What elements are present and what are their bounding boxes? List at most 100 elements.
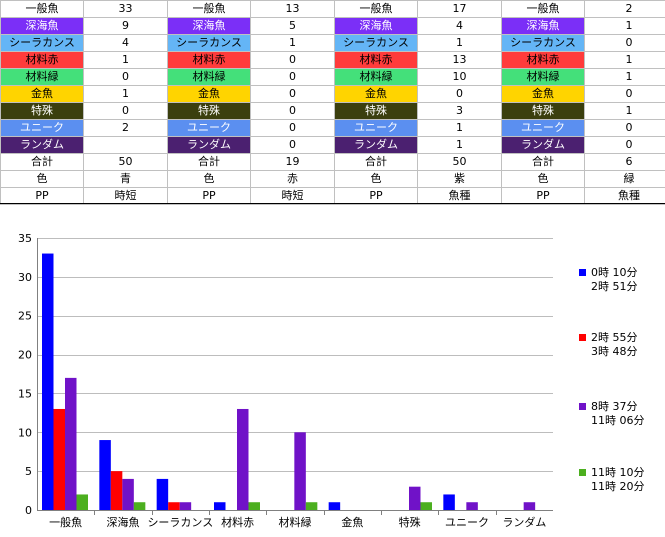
label-cell: 合計 [334, 153, 418, 171]
y-tick-label: 15 [18, 387, 32, 400]
label-cell: 特殊 [501, 102, 585, 120]
y-tick-label: 25 [18, 310, 32, 323]
value-cell [83, 136, 168, 154]
label-cell: シーラカンス [0, 34, 84, 52]
bar [179, 502, 192, 510]
value-cell: 0 [250, 102, 335, 120]
label-cell: 材料緑 [501, 68, 585, 86]
label-cell: ランダム [167, 136, 251, 154]
label-cell: ランダム [501, 136, 585, 154]
label-cell: 深海魚 [167, 17, 251, 35]
label-cell: 金魚 [334, 85, 418, 103]
table-row: シーラカンス 4 シーラカンス 1 シーラカンス 1 シーラカンス 0 [0, 34, 665, 52]
y-tick-label: 20 [18, 349, 32, 362]
value-cell: 1 [417, 34, 502, 52]
value-cell: 2 [83, 119, 168, 137]
bar [156, 478, 169, 510]
label-cell: 金魚 [167, 85, 251, 103]
y-tick-label: 35 [18, 232, 32, 245]
value-cell: 50 [417, 153, 502, 171]
x-tick-label: 特殊 [399, 515, 421, 529]
legend-label: 2時 51分 [591, 280, 638, 293]
bar [214, 502, 226, 510]
table-row: 一般魚 33 一般魚 13 一般魚 17 一般魚 2 [0, 0, 665, 18]
label-cell: 合計 [501, 153, 585, 171]
label-cell: 色 [167, 170, 251, 188]
value-cell: 0 [250, 51, 335, 69]
label-cell: 深海魚 [0, 17, 84, 35]
x-tick-label: ユニーク [445, 516, 489, 529]
label-cell: 金魚 [0, 85, 84, 103]
bar [133, 502, 146, 510]
table-row: 材料緑 0 材料緑 0 材料緑 10 材料緑 1 [0, 68, 665, 86]
label-cell: 特殊 [0, 102, 84, 120]
x-tick-label: 金魚 [341, 515, 363, 529]
value-cell: 1 [584, 68, 665, 86]
table-row: ランダム ランダム 0 ランダム 1 ランダム 0 [0, 136, 665, 154]
value-cell: 1 [250, 34, 335, 52]
label-cell: 合計 [167, 153, 251, 171]
label-cell: 材料緑 [167, 68, 251, 86]
bar [466, 502, 478, 510]
legend-label: 11時 06分 [591, 414, 645, 427]
label-cell: 色 [0, 170, 84, 188]
table-row: ユニーク 2 ユニーク 0 ユニーク 1 ユニーク 0 [0, 119, 665, 137]
legend-label: 3時 48分 [591, 345, 638, 358]
label-cell: 一般魚 [334, 0, 418, 18]
value-cell: 紫 [417, 170, 502, 188]
legend-swatch [579, 269, 586, 276]
value-cell: 赤 [250, 170, 335, 188]
bar [305, 502, 318, 510]
value-cell: 13 [417, 51, 502, 69]
bar [294, 432, 306, 510]
value-cell: 0 [584, 85, 665, 103]
label-cell: 材料赤 [334, 51, 418, 69]
y-tick-label: 5 [25, 465, 32, 478]
legend-swatch [579, 469, 586, 476]
value-cell: 1 [83, 85, 168, 103]
bar [248, 502, 260, 510]
label-cell: 材料赤 [0, 51, 84, 69]
label-cell: シーラカンス [501, 34, 585, 52]
value-cell: 1 [83, 51, 168, 69]
value-cell: 0 [584, 136, 665, 154]
x-tick-label: 材料緑 [279, 515, 312, 529]
label-cell: ユニーク [0, 119, 84, 137]
value-cell: 4 [83, 34, 168, 52]
value-cell: 5 [250, 17, 335, 35]
label-cell: 一般魚 [501, 0, 585, 18]
label-cell: 一般魚 [0, 0, 84, 18]
value-cell: 1 [417, 119, 502, 137]
bar [443, 494, 455, 510]
value-cell: 青 [83, 170, 168, 188]
value-cell: 1 [584, 102, 665, 120]
legend-label: 8時 37分 [591, 400, 638, 413]
bar [523, 502, 536, 510]
label-cell: シーラカンス [167, 34, 251, 52]
value-cell: 2 [584, 0, 665, 18]
label-cell: 材料赤 [167, 51, 251, 69]
label-cell: 材料緑 [334, 68, 418, 86]
legend-label: 11時 10分 [591, 466, 645, 479]
fish-count-table: 一般魚 33 一般魚 13 一般魚 17 一般魚 2 深海魚 9 深海魚 5 深海魚 4 深海魚 1 シーラカン… [0, 0, 665, 205]
legend-label: 0時 10分 [591, 266, 638, 279]
bar [409, 486, 421, 510]
legend-label: 2時 55分 [591, 331, 638, 344]
table-row: 材料赤 1 材料赤 0 材料赤 13 材料赤 1 [0, 51, 665, 69]
bar [76, 494, 88, 510]
value-cell: 4 [417, 17, 502, 35]
label-cell: PP [0, 187, 84, 205]
label-cell: 一般魚 [167, 0, 251, 18]
label-cell: 特殊 [334, 102, 418, 120]
value-cell: 0 [417, 85, 502, 103]
table-row: 特殊 0 特殊 0 特殊 3 特殊 1 [0, 102, 665, 120]
x-tick-label: ランダム [502, 515, 546, 529]
label-cell: PP [167, 187, 251, 205]
value-cell: 9 [83, 17, 168, 35]
label-cell: ランダム [334, 136, 418, 154]
value-cell: 時短 [250, 187, 335, 205]
fish-bar-chart: 0 5 10 15 20 25 30 35 一般魚 深海魚 シーラカンス 材料赤 材料緑 金魚 特殊 ユニーク… [0, 203, 665, 529]
value-cell: 3 [417, 102, 502, 120]
bar [168, 502, 180, 510]
label-cell: シーラカンス [334, 34, 418, 52]
